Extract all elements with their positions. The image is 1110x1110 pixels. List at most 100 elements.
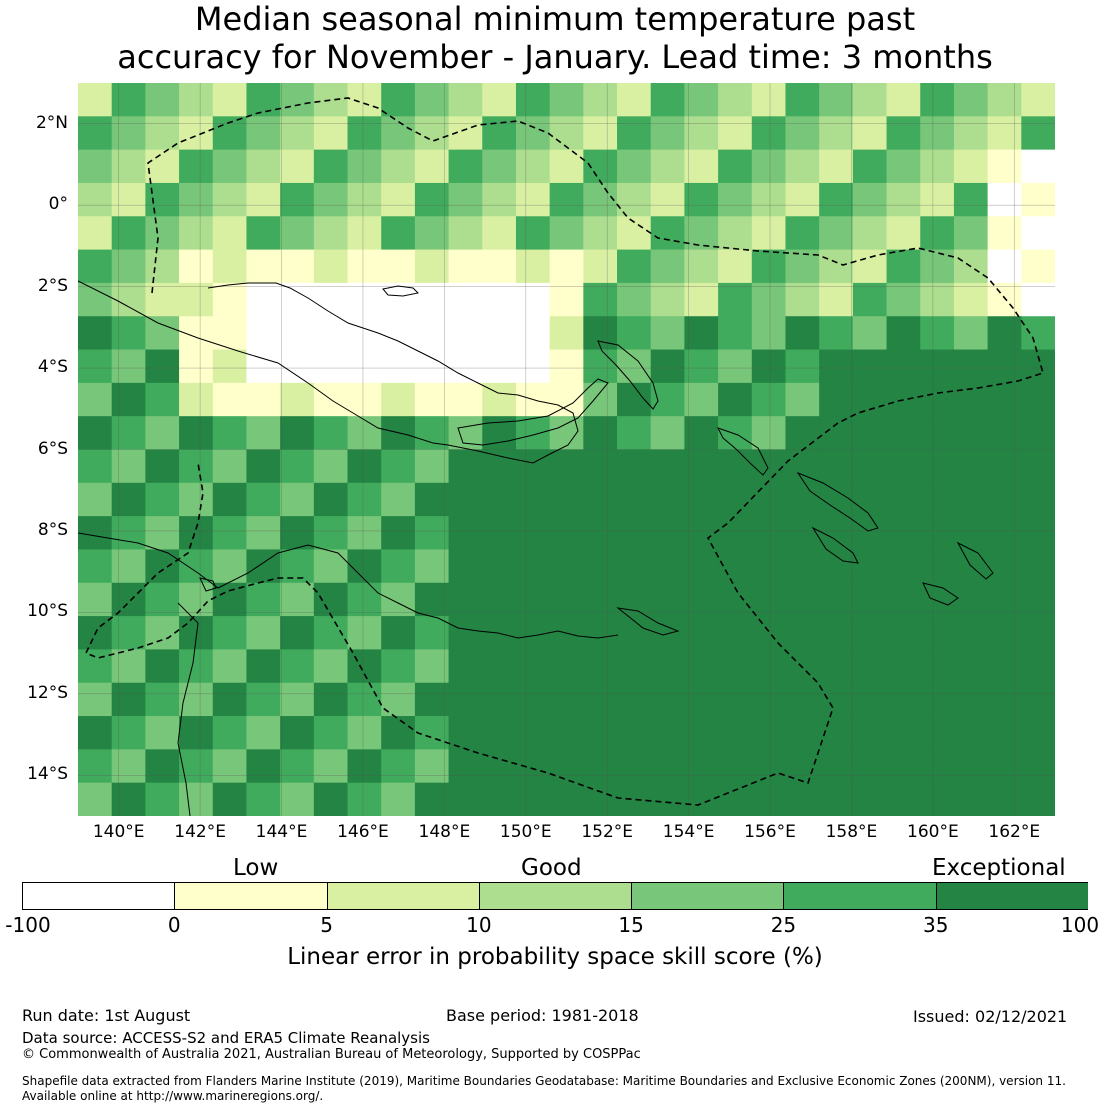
colorbar-segment — [23, 883, 175, 909]
skill-cell — [819, 516, 854, 551]
skill-cell — [280, 83, 315, 117]
skill-cell — [313, 449, 349, 484]
skill-cell — [751, 749, 787, 784]
skill-cell — [145, 649, 180, 684]
skill-cell — [549, 516, 584, 551]
skill-cell — [684, 382, 719, 417]
skill-cell — [280, 449, 315, 484]
skill-cell — [617, 116, 652, 151]
skill-cell — [482, 449, 517, 484]
skill-cell — [1021, 83, 1055, 117]
skill-cell — [381, 316, 416, 351]
skill-cell — [785, 749, 820, 784]
skill-cell — [381, 682, 416, 717]
skill-cell — [650, 649, 686, 684]
skill-cell — [313, 182, 349, 217]
skill-cell — [381, 782, 416, 816]
skill-cell — [515, 349, 551, 384]
latitude-tick-label: 6°S — [37, 438, 68, 459]
skill-cell — [212, 716, 248, 750]
skill-cell — [482, 482, 517, 517]
skill-cell — [515, 249, 551, 284]
skill-cell — [583, 116, 618, 151]
skill-cell — [1021, 716, 1055, 750]
skill-cell — [920, 782, 955, 816]
skill-cell — [751, 449, 787, 484]
longitude-tick-label: 144°E — [255, 822, 308, 842]
skill-cell — [718, 382, 753, 417]
skill-cell — [313, 349, 349, 384]
skill-cell — [145, 282, 180, 317]
skill-cell — [212, 749, 248, 784]
skill-cell — [347, 782, 382, 816]
skill-cell — [280, 682, 315, 717]
skill-cell — [381, 382, 416, 417]
longitude-tick-label: 146°E — [337, 822, 389, 842]
skill-cell — [482, 316, 517, 351]
skill-cell — [145, 416, 180, 451]
colorbar — [22, 882, 1088, 910]
skill-cell — [280, 482, 315, 517]
skill-cell — [819, 282, 854, 317]
skill-cell — [920, 382, 955, 417]
skill-cell — [987, 116, 1022, 151]
skill-cell — [549, 316, 584, 351]
solomon-islands-coast-4 — [956, 541, 994, 580]
skill-cell — [819, 316, 854, 351]
skill-cell — [280, 516, 315, 551]
skill-cell — [78, 682, 113, 717]
skill-cell — [785, 682, 820, 717]
skill-cell — [718, 116, 753, 151]
skill-cell — [347, 682, 382, 717]
skill-cell — [819, 549, 854, 584]
skill-cell — [280, 149, 315, 184]
skill-cell — [886, 749, 921, 784]
skill-cell — [987, 516, 1022, 551]
skill-cell — [414, 382, 450, 417]
skill-cell — [751, 782, 787, 816]
skill-cell — [953, 116, 989, 151]
skill-cell — [515, 649, 551, 684]
torres-strait-island — [199, 577, 217, 592]
skill-cell — [179, 382, 214, 417]
skill-cell — [212, 482, 248, 517]
skill-cell — [246, 582, 281, 617]
eez-boundary — [84, 97, 1044, 806]
skill-cell — [482, 782, 517, 816]
skill-cell — [347, 249, 382, 284]
skill-cell — [347, 282, 382, 317]
skill-cell — [246, 649, 281, 684]
skill-cell — [448, 482, 483, 517]
skill-cell — [111, 482, 146, 517]
skill-cell — [785, 83, 820, 117]
skill-cell — [1021, 149, 1055, 184]
skill-cell — [684, 482, 719, 517]
skill-cell — [179, 516, 214, 551]
skill-cell — [381, 716, 416, 750]
skill-cell — [953, 749, 989, 784]
skill-cell — [515, 716, 551, 750]
skill-cell — [482, 249, 517, 284]
skill-cell — [212, 149, 248, 184]
skill-cell — [212, 516, 248, 551]
skill-cell — [1021, 249, 1055, 284]
skill-cell — [482, 149, 517, 184]
skill-cell — [347, 749, 382, 784]
skill-cell — [549, 382, 584, 417]
skill-cell — [78, 782, 113, 816]
skill-cell — [448, 182, 483, 217]
skill-cell — [920, 449, 955, 484]
skill-cell — [179, 349, 214, 384]
skill-cell — [650, 182, 686, 217]
skill-cell — [448, 616, 483, 651]
skill-cell — [718, 249, 753, 284]
skill-cell — [78, 482, 113, 517]
skill-cell — [448, 149, 483, 184]
skill-cell — [448, 716, 483, 750]
skill-cell — [515, 549, 551, 584]
skill-cell — [414, 782, 450, 816]
skill-cell — [953, 782, 989, 816]
colorbar-tick-label: 5 — [320, 913, 333, 937]
skill-cell — [448, 349, 483, 384]
skill-cell — [852, 116, 888, 151]
